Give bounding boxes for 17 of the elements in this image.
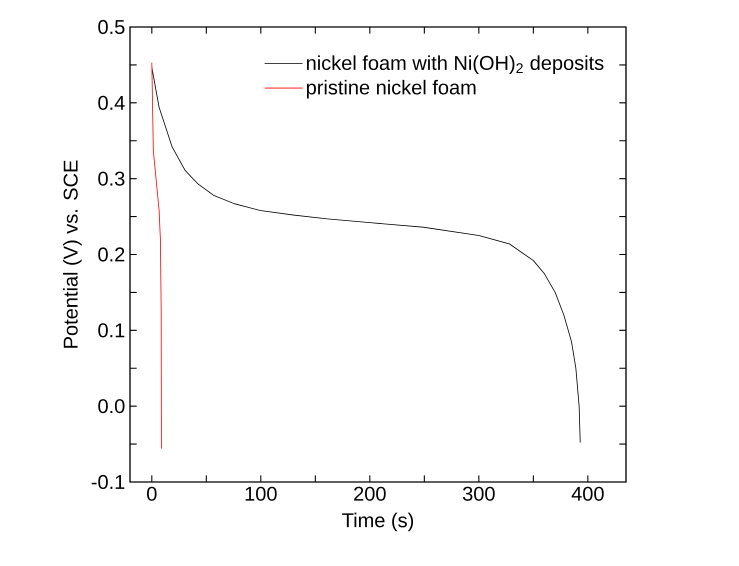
- x-tick-label: 300: [462, 486, 495, 501]
- line-series: [151, 62, 162, 450]
- x-tick-label: 200: [354, 486, 386, 501]
- x-axis-title: Time (s): [342, 512, 414, 532]
- x-tick-label: 0: [147, 486, 157, 501]
- y-tick-label: 0.0: [98, 399, 124, 414]
- y-tick-label: 0.2: [98, 247, 124, 262]
- y-tick-label: 0.4: [98, 96, 125, 110]
- y-tick-label: 0.5: [98, 20, 124, 34]
- legend-label: pristine nickel foam: [306, 80, 476, 98]
- y-tick-label: -0.1: [92, 474, 124, 490]
- y-tick-label: 0.1: [98, 323, 124, 338]
- y-tick-label: 0.3: [98, 172, 124, 186]
- x-tick-label: 100: [246, 486, 277, 501]
- legend-label: nickel foam with Ni(OH)$_{2}$ deposits: [306, 55, 604, 74]
- x-tick-label: 400: [572, 486, 604, 501]
- y-axis-title: Potential (V) vs. SCE: [63, 160, 82, 348]
